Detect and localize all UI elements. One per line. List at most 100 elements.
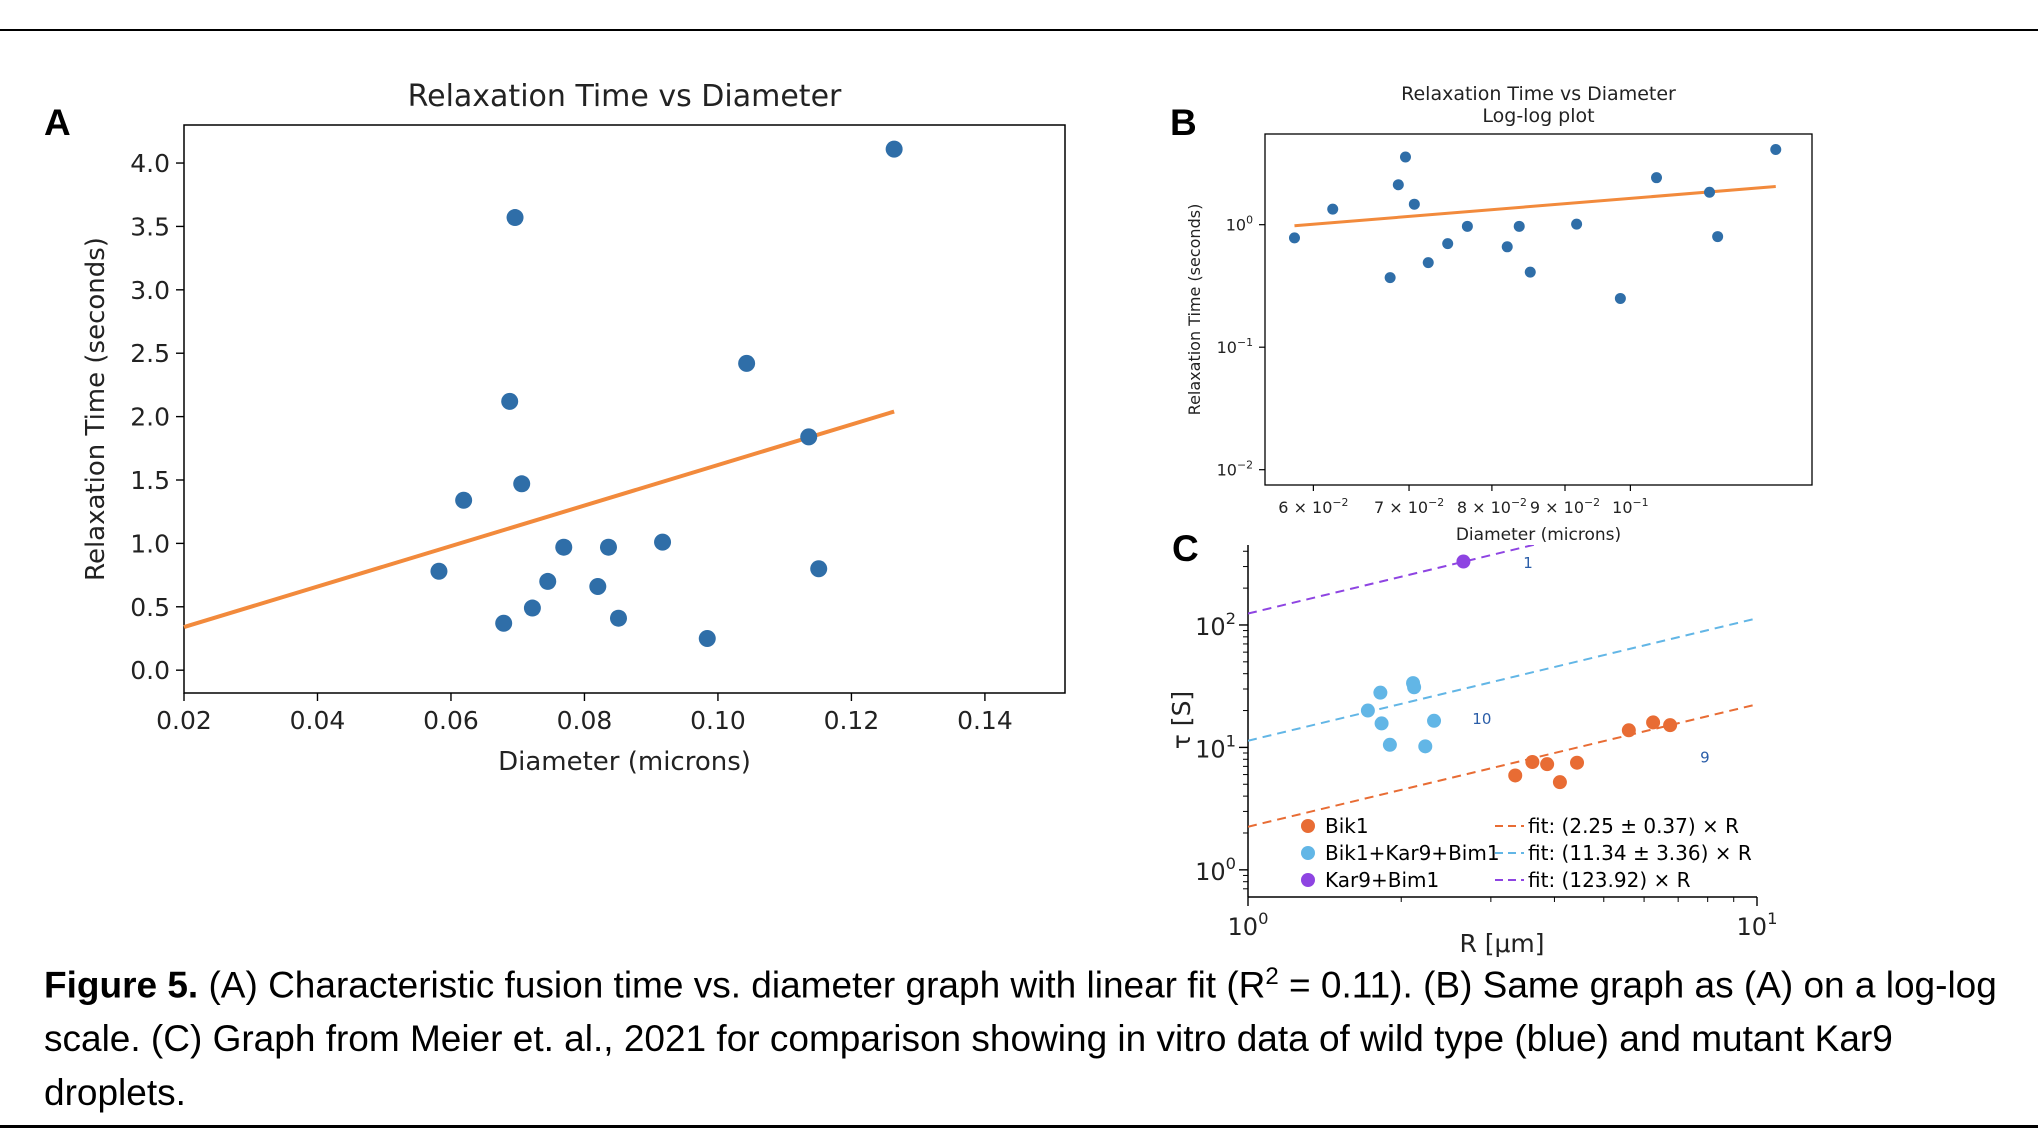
a-ytick-label: 0.0: [130, 656, 170, 685]
b-data-point: [1422, 257, 1434, 269]
a-data-point: [599, 538, 617, 556]
a-ytick-label: 3.0: [130, 276, 170, 305]
a-plot-frame: [183, 124, 1066, 694]
c-annotation-1: 10: [1472, 710, 1491, 728]
c-legend-label-0: Bik1: [1325, 814, 1369, 838]
b-data-point: [1770, 143, 1782, 155]
c-xtick-label: 100: [1228, 909, 1269, 941]
b-ytick-label: 10−1: [1217, 336, 1253, 357]
c-legend-label-2: Kar9+Bim1: [1325, 868, 1439, 892]
c-ytick-label: 101: [1195, 732, 1236, 764]
c-data-point-0: [1552, 775, 1567, 790]
a-xtick-label: 0.12: [824, 706, 880, 735]
a-xtick-label: 0.06: [423, 706, 479, 735]
panel-label-c: C: [1172, 528, 1199, 569]
b-data-point: [1442, 238, 1454, 250]
b-xtick-label: 10−1: [1612, 496, 1648, 517]
a-ytick-label: 2.5: [130, 339, 170, 368]
b-xtick-label: 7 × 10−2: [1374, 496, 1444, 517]
c-data-point-1: [1373, 685, 1388, 700]
a-ytick-label: 4.0: [130, 149, 170, 178]
a-data-point: [738, 354, 756, 372]
a-data-point: [810, 560, 828, 578]
b-xtick-label: 8 × 10−2: [1457, 496, 1527, 517]
b-x-axis-label: Diameter (microns): [1456, 525, 1621, 545]
c-data-point-2: [1456, 554, 1471, 569]
panel-label-b: B: [1170, 102, 1197, 143]
c-data-point-0: [1663, 718, 1678, 733]
c-ytick-label: 102: [1195, 609, 1236, 641]
c-legend-label-1: Bik1+Kar9+Bim1: [1325, 841, 1500, 865]
a-fit-line: [183, 409, 895, 629]
c-annotation-0: 9: [1700, 748, 1710, 766]
a-xtick-label: 0.08: [557, 706, 613, 735]
b-data-point: [1704, 186, 1716, 198]
b-subtitle: Log-log plot: [1482, 105, 1594, 127]
a-data-point: [609, 609, 627, 627]
caption-part-1: (A) Characteristic fusion time vs. diame…: [198, 964, 1266, 1006]
a-xtick-label: 0.10: [690, 706, 746, 735]
a-xtick-label: 0.04: [290, 706, 346, 735]
panel-label-a: A: [44, 102, 71, 143]
b-title: Relaxation Time vs Diameter: [1401, 83, 1676, 105]
a-ytick-label: 2.0: [130, 403, 170, 432]
c-fit-line-2: [1248, 545, 1538, 615]
b-data-point: [1651, 172, 1663, 184]
a-xtick-label: 0.02: [156, 706, 212, 735]
b-data-point: [1571, 218, 1583, 230]
c-fit-line-1: [1248, 617, 1757, 742]
c-data-point-0: [1570, 755, 1585, 770]
c-annotation-2: 1: [1523, 554, 1533, 572]
a-data-point: [455, 491, 473, 509]
b-data-point: [1408, 198, 1420, 210]
c-data-point-0: [1525, 754, 1540, 769]
a-data-point: [800, 428, 818, 446]
a-data-point: [555, 538, 573, 556]
b-data-point: [1384, 272, 1396, 284]
a-data-point: [698, 629, 716, 647]
caption-superscript: 2: [1265, 963, 1279, 990]
a-data-point: [506, 209, 524, 227]
c-data-point-0: [1540, 757, 1555, 772]
c-y-axis-label: τ [S]: [1167, 691, 1196, 749]
c-legend-marker-1: [1301, 846, 1315, 860]
a-xtick-label: 0.14: [957, 706, 1013, 735]
a-ytick-label: 1.0: [130, 529, 170, 558]
a-data-point: [539, 572, 557, 590]
a-title: Relaxation Time vs Diameter: [408, 79, 842, 114]
c-legend-fit-label-0: fit: (2.25 ± 0.37) × R: [1528, 814, 1739, 838]
b-ytick-label: 10−2: [1217, 458, 1253, 479]
a-y-axis-label: Relaxation Time (seconds): [81, 237, 111, 581]
b-xtick-label: 9 × 10−2: [1530, 496, 1600, 517]
c-legend-marker-2: [1301, 873, 1315, 887]
b-data-point: [1399, 151, 1411, 163]
c-data-point-1: [1427, 713, 1442, 728]
a-ytick-label: 1.5: [130, 466, 170, 495]
c-xtick-label: 101: [1737, 909, 1778, 941]
c-legend-fit-label-2: fit: (123.92) × R: [1528, 868, 1691, 892]
c-legend-fit-label-1: fit: (11.34 ± 3.36) × R: [1528, 841, 1752, 865]
b-data-point: [1712, 231, 1724, 243]
b-data-point: [1288, 232, 1300, 244]
b-xtick-label: 6 × 10−2: [1278, 496, 1348, 517]
b-data-point: [1461, 220, 1473, 232]
a-x-axis-label: Diameter (microns): [498, 747, 751, 777]
c-data-point-1: [1382, 737, 1397, 752]
top-rule: [0, 29, 2038, 31]
caption-label: Figure 5.: [44, 964, 199, 1006]
a-data-point: [885, 140, 903, 158]
a-data-point: [589, 578, 607, 595]
c-ytick-label: 100: [1195, 854, 1236, 886]
b-ytick-label: 100: [1226, 213, 1253, 234]
bottom-rule: [0, 1125, 2038, 1128]
b-data-point: [1327, 203, 1339, 215]
c-data-point-1: [1418, 739, 1433, 754]
c-x-axis-label: R [μm]: [1459, 929, 1544, 958]
a-data-point: [513, 475, 531, 493]
a-data-point: [495, 614, 513, 632]
b-fit-line: [1294, 185, 1776, 228]
c-data-point-0: [1508, 768, 1523, 783]
b-data-point: [1501, 241, 1513, 253]
c-legend-marker-0: [1301, 819, 1315, 833]
